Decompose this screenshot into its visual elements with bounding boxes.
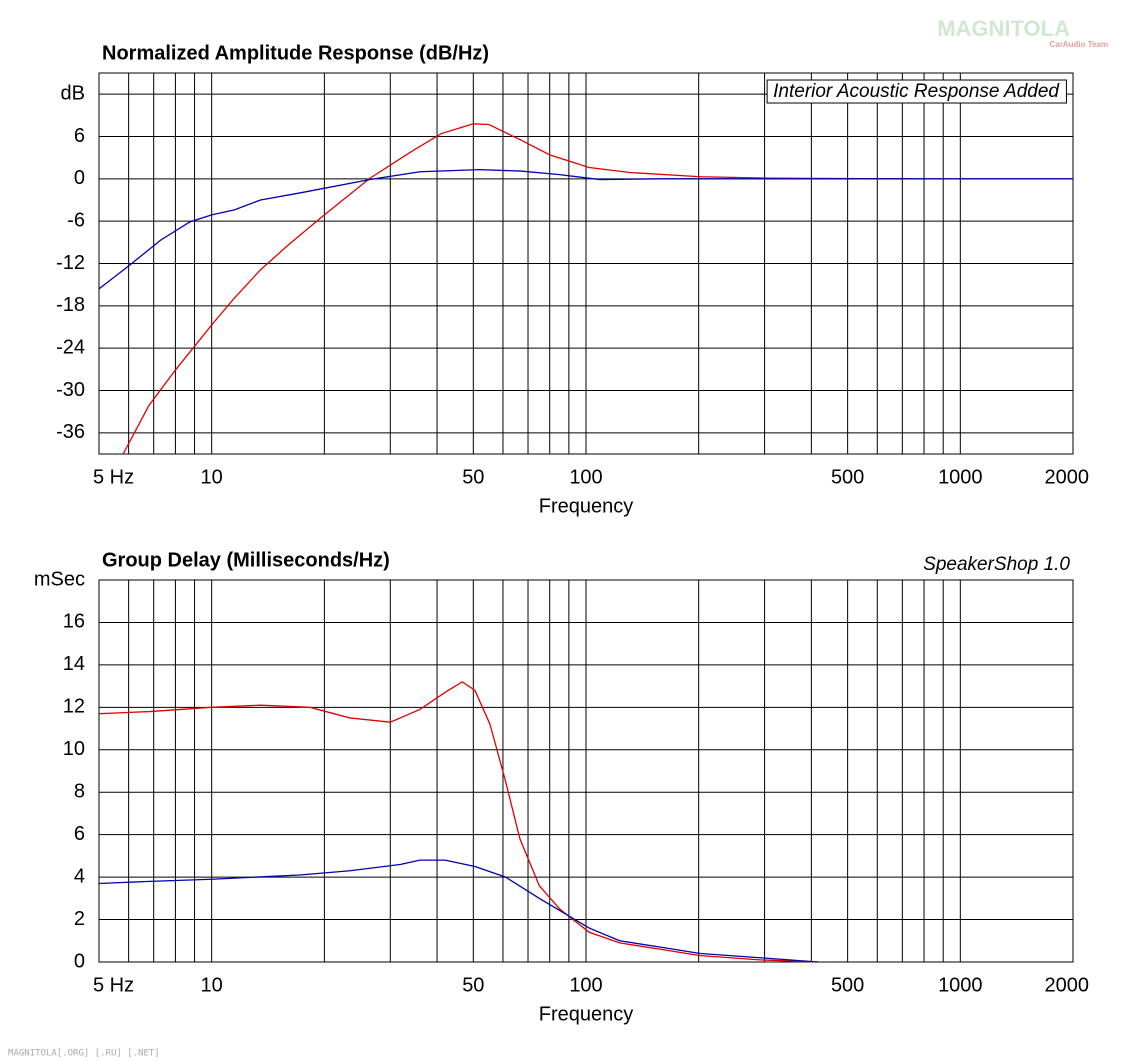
series-line: [98, 859, 819, 963]
annotation-box: [766, 79, 1067, 104]
chart-title: Group Delay (Milliseconds/Hz): [102, 549, 390, 571]
y-tick-label: -6: [67, 209, 85, 231]
y-tick-label: dB: [61, 82, 85, 104]
watermark-tagline: CarAudio Team: [1049, 40, 1108, 49]
y-tick-label: 12: [63, 696, 85, 718]
series-line: [98, 681, 819, 963]
y-tick-label: 10: [63, 738, 85, 760]
y-tick-label: -12: [56, 252, 85, 274]
y-tick-label: -30: [56, 379, 85, 401]
y-tick-label: 16: [63, 611, 85, 633]
series-line: [122, 123, 911, 455]
y-tick-label: -36: [56, 421, 85, 443]
x-axis-label: Frequency: [539, 1003, 634, 1025]
footer: MAGNITOLA[.ORG] [.RU] [.NET]: [8, 1049, 160, 1059]
annotation: SpeakerShop 1.0: [923, 554, 1070, 575]
x-tick-label: 2000: [1045, 466, 1090, 488]
chart-title: Normalized Amplitude Response (dB/Hz): [102, 42, 489, 64]
x-tick-label: 5 Hz: [93, 466, 134, 488]
annotation: Interior Acoustic Response Added: [773, 81, 1060, 102]
x-tick-label: 50: [462, 974, 484, 996]
x-tick-label: 500: [831, 466, 864, 488]
x-tick-label: 500: [831, 974, 864, 996]
x-tick-label: 100: [569, 974, 602, 996]
plot-frame: [98, 72, 1074, 455]
y-tick-label: 0: [74, 950, 85, 972]
x-tick-label: 10: [201, 974, 223, 996]
y-tick-label: mSec: [34, 568, 85, 590]
y-tick-label: 6: [74, 823, 85, 845]
x-tick-label: 2000: [1045, 974, 1090, 996]
y-tick-label: 2: [74, 908, 85, 930]
x-tick-label: 100: [569, 466, 602, 488]
y-tick-label: 0: [74, 167, 85, 189]
x-axis-label: Frequency: [539, 495, 634, 517]
y-tick-label: -24: [56, 336, 85, 358]
plot-frame: [98, 579, 1074, 963]
y-tick-label: 4: [74, 865, 85, 887]
x-tick-label: 1000: [938, 466, 983, 488]
watermark-logo: MAGNITOLA: [937, 16, 1070, 41]
y-tick-label: 14: [63, 653, 85, 675]
y-tick-label: 6: [74, 125, 85, 147]
x-tick-label: 50: [462, 466, 484, 488]
x-tick-label: 1000: [938, 974, 983, 996]
series-line: [98, 169, 1073, 290]
y-tick-label: 8: [74, 781, 85, 803]
x-tick-label: 5 Hz: [93, 974, 134, 996]
y-tick-label: -18: [56, 294, 85, 316]
x-tick-label: 10: [201, 466, 223, 488]
